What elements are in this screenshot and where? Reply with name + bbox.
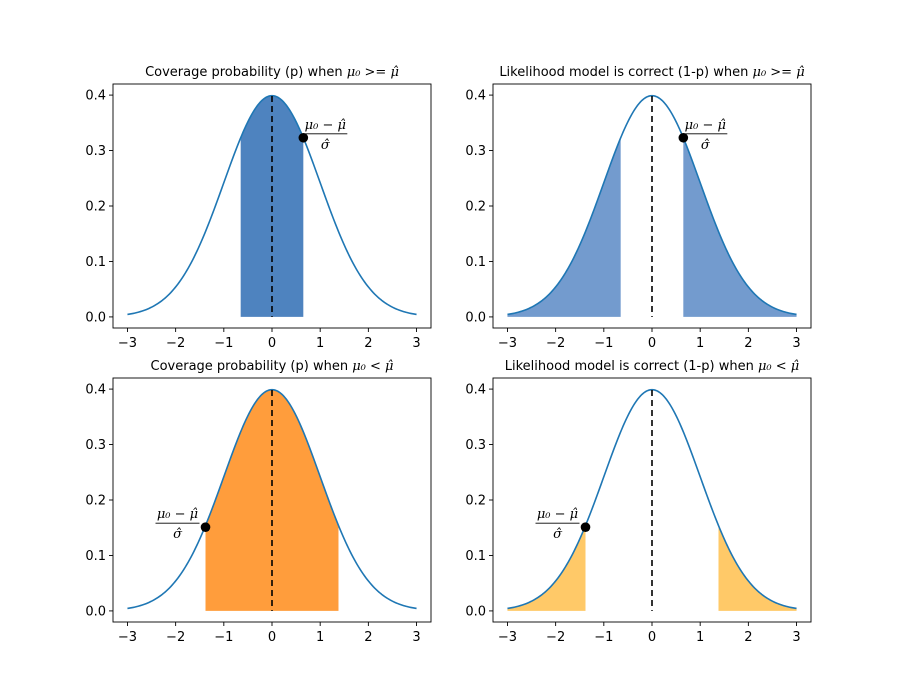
y-tick-label: 0.0 <box>465 604 486 619</box>
y-tick-label: 0.2 <box>465 494 486 509</box>
title-text: Coverage probability (p) when <box>145 65 347 80</box>
y-tick-label: 0.0 <box>85 310 106 325</box>
y-tick-label: 0.2 <box>465 200 486 215</box>
z-score-point <box>678 132 689 143</box>
title-text: Coverage probability (p) when <box>151 359 353 374</box>
y-tick-label: 0.0 <box>85 604 106 619</box>
y-tick-label: 0.4 <box>465 383 486 398</box>
x-tick-label: −2 <box>546 336 565 351</box>
panel-title: Coverage probability (p) when μ₀ < μ̂ <box>151 359 394 374</box>
y-tick-label: 0.1 <box>85 255 106 270</box>
x-tick-label: −2 <box>546 630 565 645</box>
annotation-numerator: μ₀ − μ̂ <box>537 507 578 522</box>
shaded-region-2 <box>718 525 797 611</box>
x-tick-label: 2 <box>364 336 372 351</box>
x-tick-label: −3 <box>118 630 137 645</box>
x-tick-label: 2 <box>744 336 752 351</box>
z-score-point <box>298 132 309 143</box>
title-text: Likelihood model is correct (1-p) when <box>505 359 758 374</box>
y-tick-label: 0.4 <box>465 89 486 104</box>
annotation-denominator: σ̂ <box>553 527 563 542</box>
panel-title: Likelihood model is correct (1-p) when μ… <box>505 359 799 374</box>
y-tick-label: 0.4 <box>85 383 106 398</box>
z-score-point <box>200 522 211 532</box>
z-score-annotation: μ₀ − μ̂ σ̂ <box>155 507 200 542</box>
annotation-denominator: σ̂ <box>321 138 331 153</box>
x-tick-label: 0 <box>648 336 656 351</box>
title-math: μ₀ >= μ̂ <box>347 65 399 80</box>
title-text: Likelihood model is correct (1-p) when <box>499 65 752 80</box>
z-score-annotation: μ₀ − μ̂ σ̂ <box>303 118 348 153</box>
x-tick-label: 1 <box>696 630 704 645</box>
title-math: μ₀ < μ̂ <box>758 359 799 374</box>
x-tick-label: 3 <box>792 336 800 351</box>
shaded-region-1 <box>507 525 586 611</box>
x-tick-label: 0 <box>648 630 656 645</box>
z-score-annotation: μ₀ − μ̂ σ̂ <box>535 507 580 542</box>
y-tick-label: 0.2 <box>85 200 106 215</box>
x-tick-label: −1 <box>594 630 613 645</box>
panel-title: Likelihood model is correct (1-p) when μ… <box>499 65 804 80</box>
chart-panel-1: μ₀ − μ̂ σ̂ −3 −2 −1 0 1 2 3 0.0 0.1 0.2 0.3 0.4 Covera… <box>85 65 432 351</box>
x-tick-label: −3 <box>498 630 517 645</box>
x-tick-label: −3 <box>118 336 137 351</box>
x-tick-label: −1 <box>214 336 233 351</box>
x-tick-label: −2 <box>166 336 185 351</box>
pdf-curve-line <box>127 94 417 316</box>
x-tick-label: 2 <box>364 630 372 645</box>
x-tick-label: 1 <box>316 630 324 645</box>
pdf-curve-line <box>127 388 417 610</box>
title-math: μ₀ < μ̂ <box>352 359 393 374</box>
x-tick-label: −1 <box>214 630 233 645</box>
y-tick-label: 0.1 <box>465 549 486 564</box>
y-tick-label: 0.3 <box>85 438 106 453</box>
panel-title: Coverage probability (p) when μ₀ >= μ̂ <box>145 65 399 80</box>
y-tick-label: 0.4 <box>85 89 106 104</box>
x-tick-label: 1 <box>696 336 704 351</box>
y-tick-label: 0.2 <box>85 494 106 509</box>
shaded-region-2 <box>683 137 797 317</box>
annotation-numerator: μ₀ − μ̂ <box>157 507 198 522</box>
x-tick-label: 3 <box>412 630 420 645</box>
x-tick-label: 2 <box>744 630 752 645</box>
z-score-annotation: μ₀ − μ̂ σ̂ <box>683 118 728 153</box>
y-tick-label: 0.0 <box>465 310 486 325</box>
y-tick-label: 0.3 <box>465 144 486 159</box>
x-tick-label: −3 <box>498 336 517 351</box>
annotation-denominator: σ̂ <box>173 527 183 542</box>
pdf-curve-line <box>507 388 797 610</box>
x-tick-label: 3 <box>792 630 800 645</box>
pdf-curve-line <box>507 94 797 316</box>
annotation-denominator: σ̂ <box>701 138 711 153</box>
z-score-point <box>580 522 591 532</box>
chart-panel-2: μ₀ − μ̂ σ̂ −3 −2 −1 0 1 2 3 0.0 0.1 0.2 0.3 0.4 Likeli… <box>465 65 812 351</box>
y-tick-label: 0.3 <box>85 144 106 159</box>
annotation-numerator: μ₀ − μ̂ <box>305 118 346 133</box>
x-tick-label: 1 <box>316 336 324 351</box>
y-tick-label: 0.1 <box>85 549 106 564</box>
x-tick-label: 0 <box>268 630 276 645</box>
x-tick-label: 0 <box>268 336 276 351</box>
y-tick-label: 0.1 <box>465 255 486 270</box>
x-tick-label: −1 <box>594 336 613 351</box>
annotation-numerator: μ₀ − μ̂ <box>685 118 726 133</box>
x-tick-label: 3 <box>412 336 420 351</box>
chart-panel-3: μ₀ − μ̂ σ̂ −3 −2 −1 0 1 2 3 0.0 0.1 0.2 0.3 0.4 Covera… <box>85 359 432 645</box>
y-tick-label: 0.3 <box>465 438 486 453</box>
x-tick-label: −2 <box>166 630 185 645</box>
chart-panel-4: μ₀ − μ̂ σ̂ −3 −2 −1 0 1 2 3 0.0 0.1 0.2 0.3 0.4 Likeli… <box>465 359 812 645</box>
shaded-region-1 <box>507 137 621 317</box>
title-math: μ₀ >= μ̂ <box>753 65 805 80</box>
